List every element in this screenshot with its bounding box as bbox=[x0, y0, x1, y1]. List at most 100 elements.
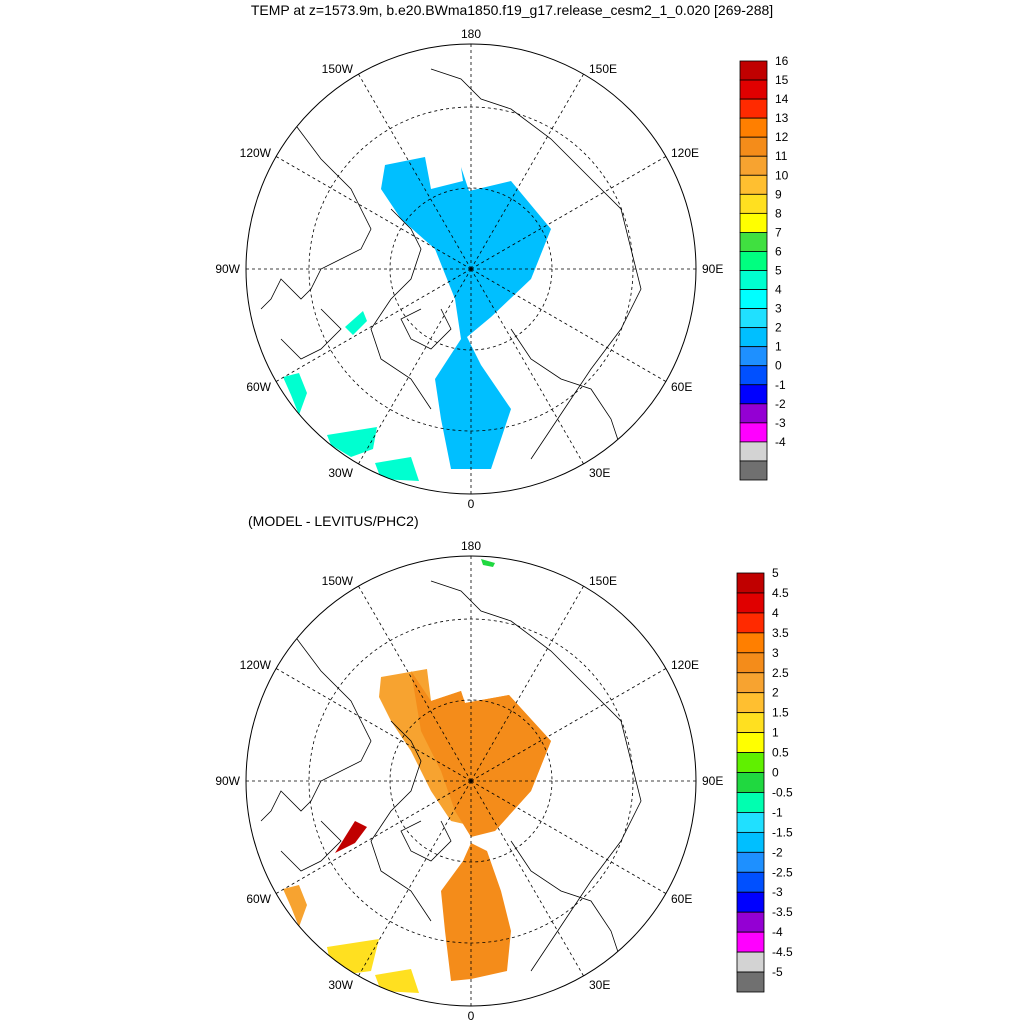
colorbar-label: -3.5 bbox=[772, 905, 793, 919]
colorbar-swatch bbox=[736, 971, 765, 993]
colorbar-swatch bbox=[736, 572, 765, 594]
lon-label-top: 180 bbox=[461, 539, 481, 553]
lon-label-right: 90E bbox=[702, 262, 723, 276]
lon-label-ll1: 60W bbox=[246, 380, 271, 394]
fill-labrador bbox=[283, 373, 307, 415]
colorbar-swatch bbox=[739, 212, 768, 233]
map-boundary bbox=[245, 43, 697, 495]
colorbar-swatch bbox=[739, 174, 768, 195]
colorbar-label: -3 bbox=[775, 416, 786, 430]
colorbar-label: 12 bbox=[775, 130, 789, 144]
colorbar-swatch bbox=[739, 308, 768, 329]
meridian-line bbox=[470, 668, 667, 782]
colorbar-swatch bbox=[736, 772, 765, 793]
meridian-line bbox=[470, 780, 584, 977]
meridian-line bbox=[470, 156, 667, 270]
colorbar-label: -2 bbox=[772, 845, 783, 859]
meridian-line bbox=[358, 585, 472, 782]
meridian-line bbox=[470, 780, 667, 894]
colorbar-swatch bbox=[739, 403, 768, 424]
colorbar-swatch bbox=[739, 327, 768, 348]
colorbar-swatch bbox=[736, 652, 765, 674]
colorbar-swatch bbox=[736, 931, 765, 953]
lon-label-ur2: 120E bbox=[671, 658, 699, 672]
colorbar-swatch bbox=[739, 117, 768, 138]
lon-label-bottom: 0 bbox=[468, 1009, 475, 1023]
meridian-line bbox=[275, 668, 472, 782]
colorbar-swatch bbox=[736, 612, 765, 634]
colorbar-swatch bbox=[736, 712, 765, 734]
map-boundary bbox=[245, 555, 697, 1007]
colorbar-label: 4.5 bbox=[772, 586, 789, 600]
fill-labrador bbox=[283, 885, 307, 927]
colorbar-swatch bbox=[736, 592, 765, 614]
colorbar-swatch bbox=[739, 422, 768, 443]
fill-irminger bbox=[327, 939, 379, 975]
colorbar-label: 3 bbox=[772, 646, 779, 660]
fill-iceland bbox=[375, 969, 419, 993]
meridian-line bbox=[358, 73, 472, 270]
lon-label-bottom: 0 bbox=[468, 497, 475, 511]
fill-bering bbox=[481, 559, 495, 567]
colorbar-swatch bbox=[739, 251, 768, 271]
lon-label-ul1: 150W bbox=[322, 62, 354, 76]
coastline bbox=[400, 308, 452, 350]
colorbar-label: 13 bbox=[775, 111, 789, 125]
colorbar-swatch bbox=[739, 136, 768, 157]
lon-label-lr2: 30E bbox=[589, 978, 610, 992]
lon-label-ul2: 120W bbox=[240, 658, 272, 672]
colorbar-label: 10 bbox=[775, 168, 789, 182]
colorbar-swatch bbox=[736, 692, 765, 714]
lon-label-lr1: 60E bbox=[671, 892, 692, 906]
colorbar-swatch bbox=[739, 289, 768, 309]
lon-label-ur1: 150E bbox=[589, 62, 617, 76]
lon-label-ll2: 30W bbox=[328, 466, 353, 480]
coastline bbox=[430, 580, 642, 972]
colorbar-swatch bbox=[739, 155, 768, 176]
fill-baffin bbox=[345, 311, 367, 335]
colorbar-swatch bbox=[736, 792, 765, 813]
colorbar-label: 3.5 bbox=[772, 626, 789, 640]
fill-iceland bbox=[375, 457, 419, 481]
coastline bbox=[370, 208, 432, 410]
colorbar-swatch bbox=[736, 752, 765, 773]
colorbar-label: 1 bbox=[772, 726, 779, 740]
colorbar-label: 0 bbox=[775, 359, 782, 373]
lon-label-lr2: 30E bbox=[589, 466, 610, 480]
colorbar-label: -1.5 bbox=[772, 825, 793, 839]
lon-label-ur1: 150E bbox=[589, 574, 617, 588]
colorbar-label: 7 bbox=[775, 225, 782, 239]
colorbar-swatch bbox=[739, 193, 768, 214]
lon-label-ur2: 120E bbox=[671, 146, 699, 160]
colorbar-label: 9 bbox=[775, 187, 782, 201]
figure-title: TEMP at z=1573.9m, b.e20.BWma1850.f19_g1… bbox=[250, 2, 774, 18]
colorbar-swatch bbox=[736, 831, 765, 853]
lon-label-ll1: 60W bbox=[246, 892, 271, 906]
map-panel-2: 180 0 90W 90E 150W 120W 150E 120E 60W 30W 60E 30E bbox=[215, 539, 723, 1023]
colorbar-swatch bbox=[736, 951, 765, 973]
meridian-line bbox=[275, 780, 472, 894]
colorbar-label: -4 bbox=[772, 925, 783, 939]
colorbar-label: 3 bbox=[775, 302, 782, 316]
colorbar-label: 1.5 bbox=[772, 706, 789, 720]
coastline bbox=[260, 630, 372, 822]
colorbar-swatch bbox=[739, 60, 768, 81]
colorbar-label: -2.5 bbox=[772, 865, 793, 879]
colorbar-label: 2 bbox=[775, 321, 782, 335]
colorbar-label: -0.5 bbox=[772, 785, 793, 799]
colorbar-swatch bbox=[736, 871, 765, 893]
meridian-line bbox=[275, 156, 472, 270]
lon-label-ul1: 150W bbox=[322, 574, 354, 588]
colorbar-label: 14 bbox=[775, 92, 789, 106]
fill-central-arctic-b bbox=[411, 671, 551, 837]
coastline bbox=[280, 820, 342, 872]
colorbar-swatch bbox=[739, 270, 768, 290]
colorbar-label: 2.5 bbox=[772, 666, 789, 680]
colorbar-label: 16 bbox=[775, 54, 789, 68]
meridian-line bbox=[470, 268, 667, 382]
colorbar-swatch bbox=[736, 632, 765, 654]
meridian-line bbox=[358, 780, 472, 977]
colorbar-swatch bbox=[739, 232, 768, 252]
